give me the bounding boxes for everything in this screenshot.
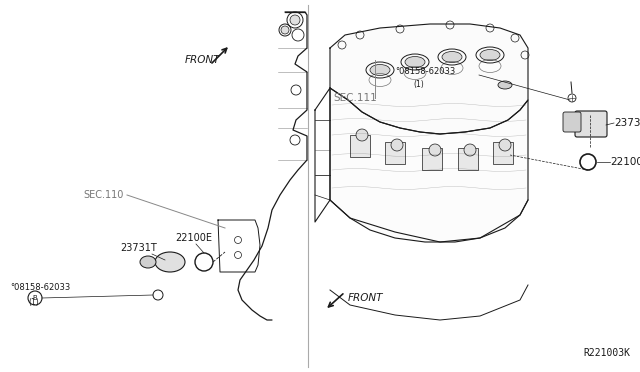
Text: 22100E: 22100E xyxy=(175,233,212,243)
Text: (1): (1) xyxy=(28,298,39,307)
Text: B: B xyxy=(33,295,37,301)
Text: (1): (1) xyxy=(413,80,424,90)
FancyBboxPatch shape xyxy=(563,112,581,132)
Bar xyxy=(350,135,370,157)
Circle shape xyxy=(281,26,289,34)
Ellipse shape xyxy=(498,81,512,89)
Ellipse shape xyxy=(405,57,425,67)
Text: R221003K: R221003K xyxy=(583,348,630,358)
Text: °08158-62033: °08158-62033 xyxy=(395,67,455,77)
Ellipse shape xyxy=(442,51,462,62)
Polygon shape xyxy=(330,24,528,134)
Text: SEC.110: SEC.110 xyxy=(83,190,124,200)
Bar xyxy=(458,148,478,170)
Circle shape xyxy=(429,144,441,156)
Ellipse shape xyxy=(140,256,156,268)
Circle shape xyxy=(290,15,300,25)
Text: FRONT: FRONT xyxy=(185,55,221,65)
Circle shape xyxy=(464,144,476,156)
Ellipse shape xyxy=(480,49,500,61)
Polygon shape xyxy=(330,88,528,242)
Circle shape xyxy=(391,139,403,151)
Text: FRONT: FRONT xyxy=(348,293,383,303)
Text: 22100EA: 22100EA xyxy=(610,157,640,167)
Text: SEC.111: SEC.111 xyxy=(333,93,377,103)
Circle shape xyxy=(356,129,368,141)
FancyBboxPatch shape xyxy=(575,111,607,137)
Bar xyxy=(422,148,442,170)
Text: 23731U: 23731U xyxy=(614,118,640,128)
Bar xyxy=(493,142,513,164)
Ellipse shape xyxy=(370,64,390,76)
Bar xyxy=(385,142,405,164)
Ellipse shape xyxy=(155,252,185,272)
Circle shape xyxy=(499,139,511,151)
Text: 23731T: 23731T xyxy=(120,243,157,253)
Text: °08158-62033: °08158-62033 xyxy=(10,283,70,292)
